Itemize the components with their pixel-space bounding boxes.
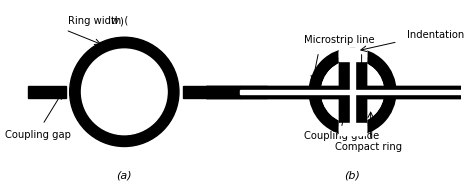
Bar <box>339 49 365 61</box>
Bar <box>239 90 465 94</box>
Bar <box>339 57 365 126</box>
Circle shape <box>321 61 383 123</box>
Circle shape <box>313 53 392 131</box>
Text: Indentation: Indentation <box>407 30 464 40</box>
Bar <box>339 110 365 131</box>
Text: (a): (a) <box>117 170 132 180</box>
Bar <box>339 112 365 133</box>
Text: Coupling gap: Coupling gap <box>5 130 71 140</box>
Bar <box>239 86 465 98</box>
Bar <box>27 86 66 98</box>
Bar <box>182 86 267 98</box>
Bar <box>339 51 365 61</box>
Bar <box>239 90 465 94</box>
Text: Compact ring: Compact ring <box>335 142 402 152</box>
Bar <box>239 86 465 98</box>
Bar <box>339 123 365 135</box>
Bar <box>465 86 474 98</box>
Text: w: w <box>110 16 118 26</box>
Circle shape <box>70 37 179 146</box>
Text: ): ) <box>119 16 123 26</box>
Bar <box>339 57 365 126</box>
Text: Coupling guide: Coupling guide <box>304 131 379 141</box>
Bar <box>206 86 239 98</box>
Bar <box>339 51 365 72</box>
Text: (b): (b) <box>345 170 361 180</box>
Circle shape <box>321 61 383 123</box>
Bar <box>465 86 474 98</box>
Bar <box>350 57 355 126</box>
Text: Microstrip line: Microstrip line <box>304 35 374 45</box>
Bar <box>339 48 365 61</box>
Bar <box>206 86 239 98</box>
Circle shape <box>82 49 167 135</box>
Text: Ring width (: Ring width ( <box>68 16 128 26</box>
Bar <box>350 57 355 126</box>
